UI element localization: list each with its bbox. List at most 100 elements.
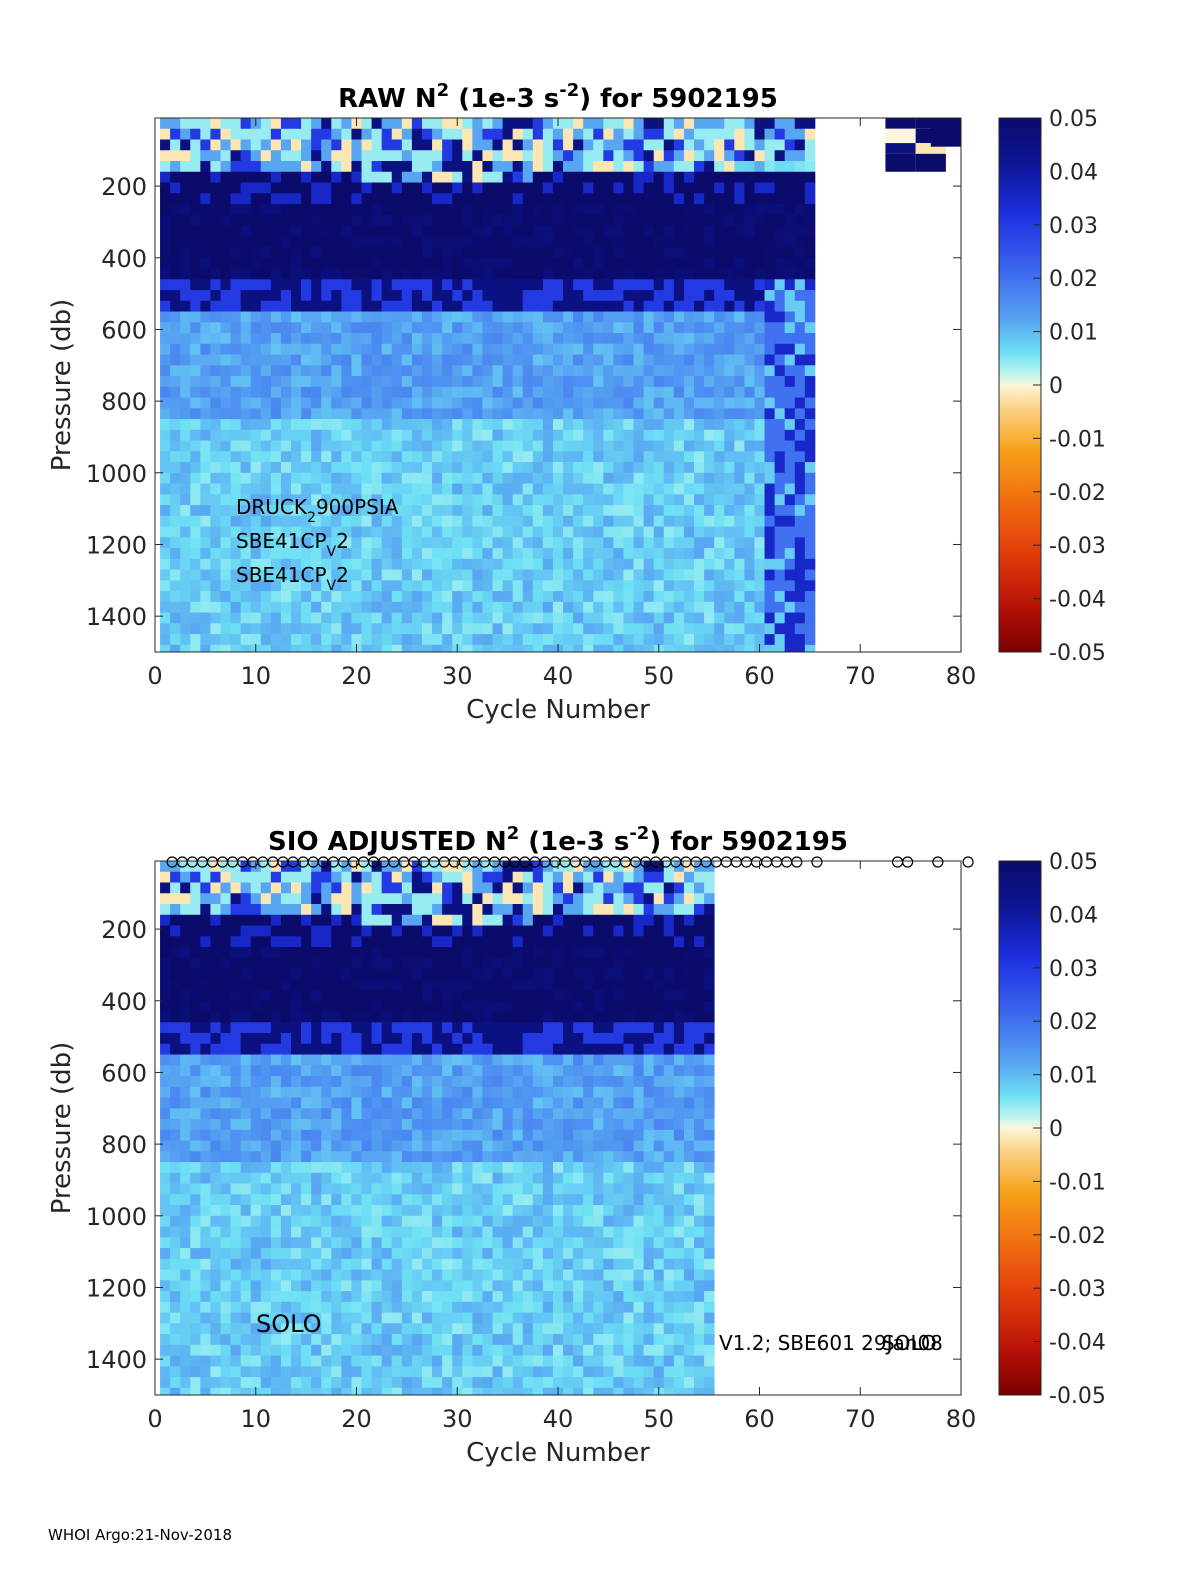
heatmap-cell <box>260 1151 272 1163</box>
heatmap-cell <box>714 569 725 581</box>
heatmap-cell <box>442 505 453 517</box>
heatmap-cell <box>804 322 816 334</box>
heatmap-cell <box>361 1237 373 1249</box>
heatmap-cell <box>180 128 191 140</box>
heatmap-cell <box>432 904 443 916</box>
heatmap-cell <box>331 451 342 463</box>
heatmap-cell <box>452 968 463 980</box>
heatmap-cell <box>734 558 745 570</box>
heatmap-cell <box>230 1065 242 1077</box>
heatmap-cell <box>784 247 796 259</box>
heatmap-cell <box>210 193 221 205</box>
heatmap-cell <box>432 451 443 463</box>
heatmap-cell <box>452 1065 463 1077</box>
heatmap-cell <box>361 601 373 613</box>
heatmap-cell <box>280 257 292 269</box>
heatmap-cell <box>270 1194 282 1206</box>
heatmap-cell <box>180 936 191 948</box>
heatmap-cell <box>643 343 655 355</box>
heatmap-cell <box>764 268 776 280</box>
heatmap-cell <box>361 1172 373 1184</box>
heatmap-cell <box>200 279 211 291</box>
heatmap-cell <box>673 236 685 248</box>
heatmap-cell <box>381 537 393 549</box>
heatmap-cell <box>270 1140 282 1152</box>
heatmap-cell <box>190 236 201 248</box>
heatmap-cell <box>331 1312 342 1324</box>
heatmap-cell <box>583 193 594 205</box>
colorbar-tick-label: 0 <box>1049 374 1063 399</box>
heatmap-cell <box>170 580 181 592</box>
heatmap-cell <box>401 440 413 452</box>
heatmap-cell <box>512 171 524 183</box>
heatmap-cell <box>432 1387 443 1396</box>
heatmap-cell <box>160 1097 171 1109</box>
heatmap-cell <box>270 957 282 969</box>
heatmap-cell <box>442 1140 453 1152</box>
heatmap-cell <box>673 300 685 312</box>
heatmap-cell <box>200 537 211 549</box>
heatmap-cell <box>673 333 685 345</box>
heatmap-cell <box>190 1086 201 1098</box>
heatmap-cell <box>563 214 574 226</box>
heatmap-cell <box>321 979 332 991</box>
heatmap-cell <box>361 936 373 948</box>
heatmap-cell <box>764 322 776 334</box>
heatmap-cell <box>462 1226 473 1238</box>
heatmap-cell <box>301 150 312 162</box>
heatmap-cell <box>472 623 483 635</box>
heatmap-cell <box>643 193 655 205</box>
heatmap-cell <box>160 1011 171 1023</box>
heatmap-cell <box>502 483 514 495</box>
heatmap-cell <box>633 279 645 291</box>
heatmap-cell <box>311 968 322 980</box>
heatmap-cell <box>552 150 564 162</box>
heatmap-cell <box>260 1355 272 1367</box>
heatmap-cell <box>371 1312 383 1324</box>
heatmap-cell <box>653 515 665 527</box>
heatmap-cell <box>653 279 665 291</box>
heatmap-cell <box>421 893 433 905</box>
heatmap-cell <box>804 128 816 140</box>
heatmap-cell <box>452 505 463 517</box>
heatmap-cell <box>774 419 786 431</box>
heatmap-cell <box>452 580 463 592</box>
heatmap-cell <box>361 1011 373 1023</box>
heatmap-cell <box>381 150 393 162</box>
raw-sensor-annotation-pressure: DRUCK2900PSIA <box>236 495 399 526</box>
heatmap-cell <box>492 290 503 302</box>
heatmap-cell <box>391 1086 403 1098</box>
heatmap-cell <box>633 526 645 538</box>
heatmap-cell <box>421 1194 433 1206</box>
heatmap-cell <box>170 1280 181 1292</box>
heatmap-cell <box>643 376 655 388</box>
heatmap-cell <box>663 257 675 269</box>
heatmap-cell <box>351 494 362 506</box>
heatmap-cell <box>613 419 624 431</box>
heatmap-cell <box>673 204 685 216</box>
heatmap-cell <box>280 548 292 560</box>
heatmap-cell <box>502 128 514 140</box>
heatmap-cell <box>321 515 332 527</box>
heatmap-cell <box>472 311 483 323</box>
heatmap-cell <box>411 1119 423 1131</box>
heatmap-cell <box>623 365 634 377</box>
heatmap-cell <box>563 505 574 517</box>
heatmap-cell <box>210 322 221 334</box>
heatmap-cell <box>260 290 272 302</box>
heatmap-cell <box>583 419 594 431</box>
heatmap-cell <box>361 1108 373 1120</box>
heatmap-cell <box>673 343 685 355</box>
heatmap-cell <box>704 118 715 130</box>
heatmap-cell <box>442 1237 453 1249</box>
heatmap-cell <box>734 171 745 183</box>
heatmap-cell <box>280 957 292 969</box>
heatmap-cell <box>462 343 473 355</box>
heatmap-cell <box>260 1011 272 1023</box>
heatmap-cell <box>452 204 463 216</box>
heatmap-cell <box>794 419 806 431</box>
heatmap-cell <box>331 408 342 420</box>
heatmap-cell <box>804 311 816 323</box>
heatmap-cell <box>432 882 443 894</box>
